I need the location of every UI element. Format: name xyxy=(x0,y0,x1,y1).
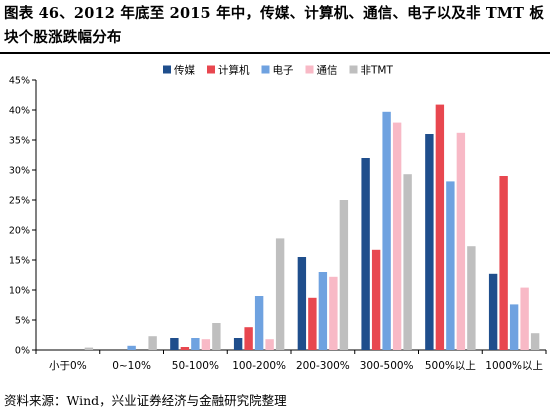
bar xyxy=(297,257,307,350)
bar xyxy=(509,304,519,350)
bar xyxy=(499,176,508,350)
title-divider xyxy=(0,52,550,54)
bar xyxy=(392,122,402,350)
legend-label: 非TMT xyxy=(361,65,394,77)
bar xyxy=(467,246,476,350)
bar xyxy=(488,273,498,350)
bar xyxy=(318,272,328,350)
legend-label: 电子 xyxy=(273,64,294,77)
bar xyxy=(435,104,445,350)
x-tick-label: 500%以上 xyxy=(425,360,476,372)
bar xyxy=(446,181,455,350)
chart-axes: 0% 5% 10% 15% 20% 25% 30% 35% 40% 45% 小于0% 0~10% 50-… xyxy=(9,76,547,372)
bar xyxy=(148,336,157,350)
bar xyxy=(275,238,285,350)
bar xyxy=(180,347,190,350)
source-note: 资料来源：Wind，兴业证券经济与金融研究院整理 xyxy=(4,393,287,408)
chart-bars xyxy=(84,104,540,350)
bar xyxy=(403,174,412,350)
bar xyxy=(127,345,136,350)
y-tick-label: 40% xyxy=(9,106,30,117)
x-tick-label: 小于0% xyxy=(49,360,87,372)
y-tick-label: 45% xyxy=(9,76,30,87)
legend-label: 通信 xyxy=(317,65,338,77)
legend-label: 传媒 xyxy=(174,64,195,77)
legend-swatch xyxy=(163,65,171,74)
x-tick-label: 0~10% xyxy=(112,360,151,372)
bar xyxy=(244,327,253,350)
chart-legend: 传媒 计算机 电子 通信 非TMT xyxy=(163,64,393,77)
bar xyxy=(308,297,317,350)
y-tick-label: 20% xyxy=(9,226,30,237)
y-tick-label: 0% xyxy=(15,346,30,357)
x-tick-label: 1000%以上 xyxy=(485,360,543,372)
y-tick-label: 5% xyxy=(15,316,30,327)
bar xyxy=(84,347,94,350)
legend-swatch xyxy=(305,65,314,74)
legend-swatch xyxy=(207,65,215,74)
bar xyxy=(201,339,211,350)
legend-swatch xyxy=(349,65,358,74)
bar xyxy=(233,338,243,350)
bar xyxy=(382,111,391,350)
y-tick-label: 25% xyxy=(9,196,30,207)
legend-swatch xyxy=(261,65,270,74)
bar xyxy=(265,339,274,350)
y-tick-label: 35% xyxy=(9,136,30,147)
bar xyxy=(520,287,529,350)
x-tick-label: 200-300% xyxy=(296,360,350,372)
y-tick-label: 15% xyxy=(9,256,30,267)
x-tick-label: 50-100% xyxy=(172,360,219,372)
legend-label: 计算机 xyxy=(218,64,250,77)
bar xyxy=(170,338,179,350)
bar xyxy=(371,249,381,350)
bar xyxy=(361,158,370,350)
bar xyxy=(329,276,338,350)
bar xyxy=(425,134,434,350)
bar xyxy=(530,333,540,350)
bar xyxy=(191,338,200,350)
figure-title: 图表 46、2012 年底至 2015 年中，传媒、计算机、通信、电子以及非 T… xyxy=(4,5,545,46)
bar-chart: 0% 5% 10% 15% 20% 25% 30% 35% 40% 45% 小于0% 0~10% 50-… xyxy=(9,64,547,372)
y-tick-label: 10% xyxy=(9,286,30,297)
bar xyxy=(456,132,466,350)
bar xyxy=(254,296,264,350)
x-tick-label: 100-200% xyxy=(232,360,286,372)
bar xyxy=(339,200,349,350)
y-tick-label: 30% xyxy=(9,166,30,177)
bar xyxy=(212,323,221,350)
x-tick-label: 300-500% xyxy=(360,360,414,372)
